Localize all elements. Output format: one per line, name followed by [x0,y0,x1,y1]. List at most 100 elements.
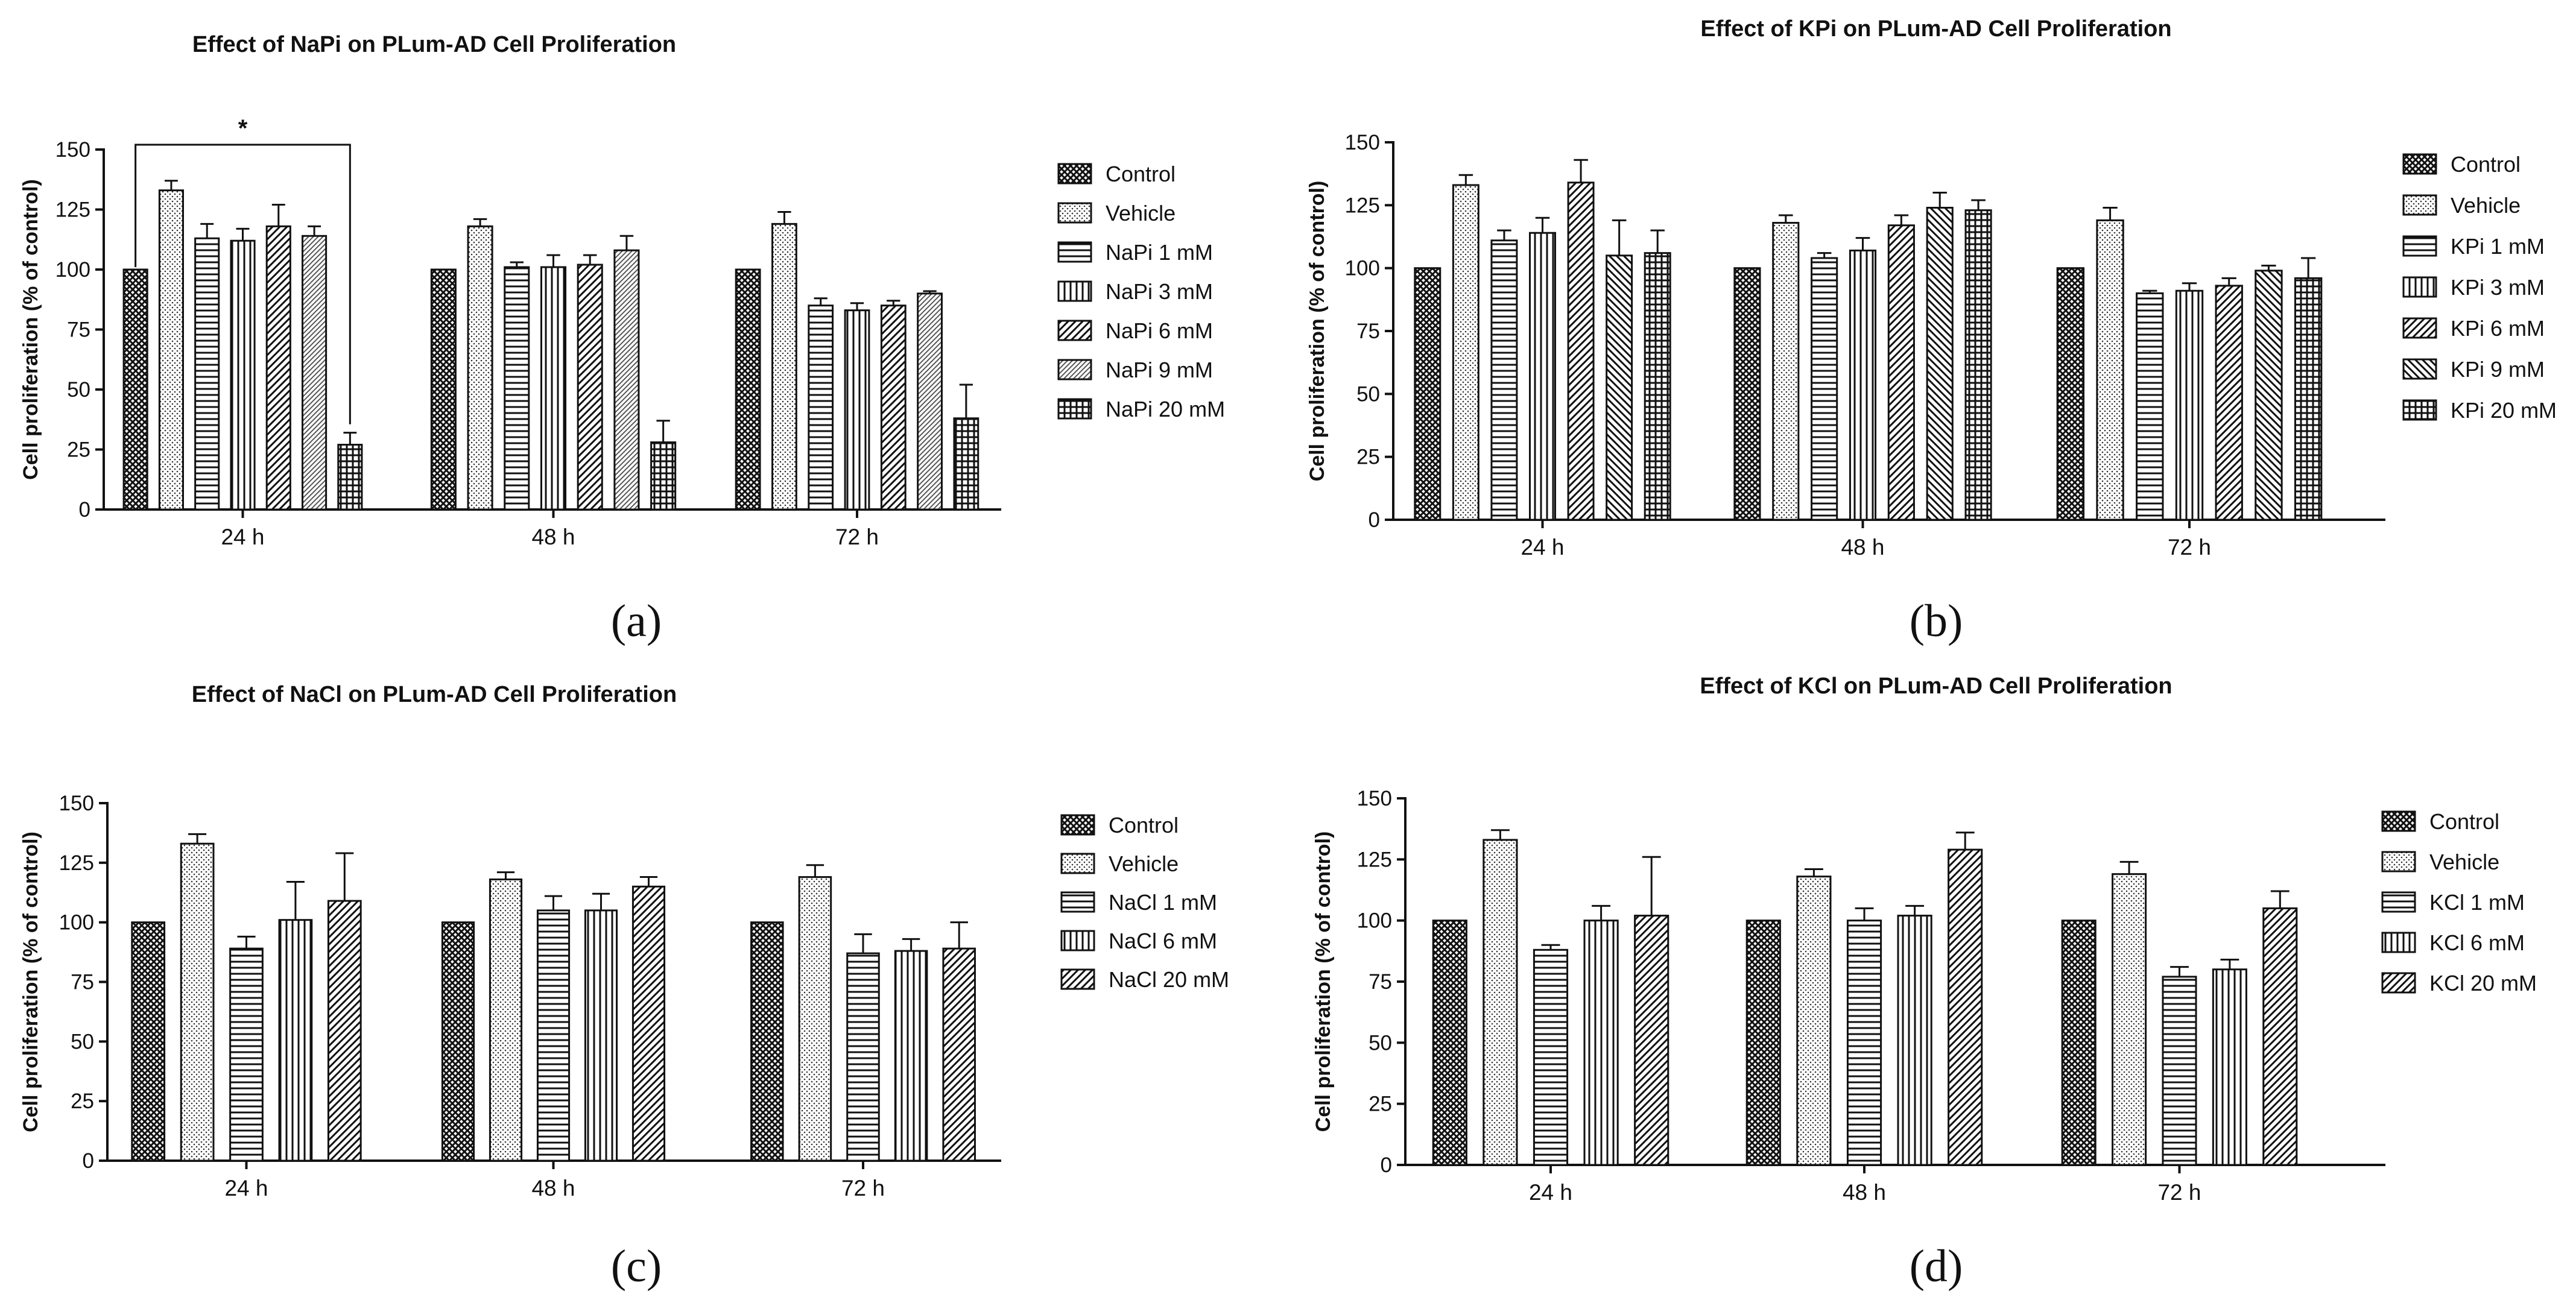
bar [158,189,184,511]
x-tick-label: 48 h [531,1176,575,1200]
bar [808,304,834,511]
bar [1634,915,1669,1166]
bar [584,909,618,1162]
bar [1846,920,1882,1166]
legend-label: KPi 3 mM [2451,275,2545,300]
legend-label: KCl 1 mM [2429,890,2525,915]
bar [1452,184,1479,521]
legend-item: KPi 9 mM [2402,357,2545,382]
legend-label: NaPi 20 mM [1106,397,1225,421]
legend-item: Control [1057,162,1176,186]
legend-label: KPi 9 mM [2451,357,2545,382]
bar [844,309,870,511]
legend-swatch [1060,853,1095,874]
legend-item: NaCl 20 mM [1060,967,1229,992]
legend-label: KCl 20 mM [2429,971,2537,995]
bar [2136,292,2164,521]
legend-item: KPi 6 mM [2402,316,2545,341]
bar [2294,277,2323,521]
legend-label: Vehicle [2451,193,2521,218]
bar [1887,224,1915,521]
bar [122,268,148,511]
legend-label: NaPi 9 mM [1106,358,1213,382]
legend-swatch [1060,891,1095,913]
x-tick-label: 24 h [1521,535,1564,560]
bar [302,235,328,511]
bar [1745,920,1781,1166]
legend-label: Control [2451,152,2521,177]
bar [1733,267,1761,521]
legend-label: NaPi 3 mM [1106,279,1213,304]
legend-swatch [1057,241,1092,263]
bar [1483,839,1518,1166]
y-tick-label: 25 [1356,446,1380,469]
chart-title: Effect of KPi on PLum-AD Cell Proliferat… [1700,16,2171,42]
legend-swatch [1057,163,1092,185]
legend-item: KPi 1 mM [2402,234,2545,259]
bar [1583,920,1619,1166]
legend-item: KCl 1 mM [2381,890,2525,915]
x-tick-label: 72 h [835,525,879,549]
legend-swatch [2402,276,2437,298]
bar [1849,249,1877,521]
bar [230,239,256,511]
y-tick-label: 25 [71,1090,94,1113]
bar [1796,876,1832,1166]
y-tick-label: 50 [1369,1031,1392,1055]
legend-label: KPi 1 mM [2451,234,2545,259]
bar [180,842,215,1162]
bar [846,952,880,1162]
x-tick-label: 72 h [2157,1180,2201,1205]
y-tick-label: 150 [55,138,90,162]
bar [798,876,832,1162]
bar [2112,873,2147,1166]
legend-swatch [2402,399,2437,421]
y-axis-label: Cell proliferation (% of control) [19,831,42,1132]
y-axis-label: Cell proliferation (% of control) [19,179,42,480]
legend-swatch [1057,202,1092,224]
bar [430,268,457,511]
bar [650,441,677,511]
bar [1432,920,1467,1166]
y-tick-label: 50 [71,1030,94,1053]
legend-swatch [1057,359,1092,380]
y-tick-label: 125 [1345,194,1380,217]
y-tick-label: 25 [67,438,90,462]
legend-item: NaPi 3 mM [1057,279,1213,304]
bar [1533,948,1569,1166]
chart-title: Effect of KCl on PLum-AD Cell Proliferat… [1700,674,2172,699]
legend-item: Control [2381,809,2499,834]
y-tick-label: 50 [1356,382,1380,406]
y-axis-label: Cell proliferation (% of control) [1306,181,1329,482]
y-tick-label: 0 [1369,508,1380,532]
legend-swatch [2381,932,2416,953]
panel-label: (a) [611,596,662,646]
y-tick-label: 100 [59,911,94,935]
y-tick-label: 0 [1381,1153,1392,1177]
y-tick-label: 75 [1356,320,1380,343]
legend-item: Control [2402,152,2521,177]
legend-swatch [1060,930,1095,951]
legend-item: KPi 3 mM [2402,275,2545,300]
legend-label: KCl 6 mM [2429,930,2525,955]
bar [613,249,640,511]
x-tick-label: 48 h [531,525,575,549]
bar [540,266,567,511]
legend-item: Vehicle [1060,851,1179,876]
y-tick-label: 0 [83,1149,94,1173]
bar [1414,267,1441,521]
x-tick-label: 48 h [1841,535,1884,560]
bar [1948,848,1983,1166]
chart-panel-1: Effect of KPi on PLum-AD Cell Proliferat… [1306,16,2557,646]
x-tick-label: 72 h [2168,535,2211,560]
y-tick-label: 25 [1369,1093,1392,1116]
bar [131,921,166,1162]
x-tick-label: 24 h [1529,1180,1572,1205]
bar [2255,270,2283,521]
legend-swatch [2402,358,2437,380]
legend-label: Control [1109,813,1179,838]
bar [735,268,761,511]
y-tick-label: 75 [1369,970,1392,994]
legend-swatch [1060,968,1095,990]
